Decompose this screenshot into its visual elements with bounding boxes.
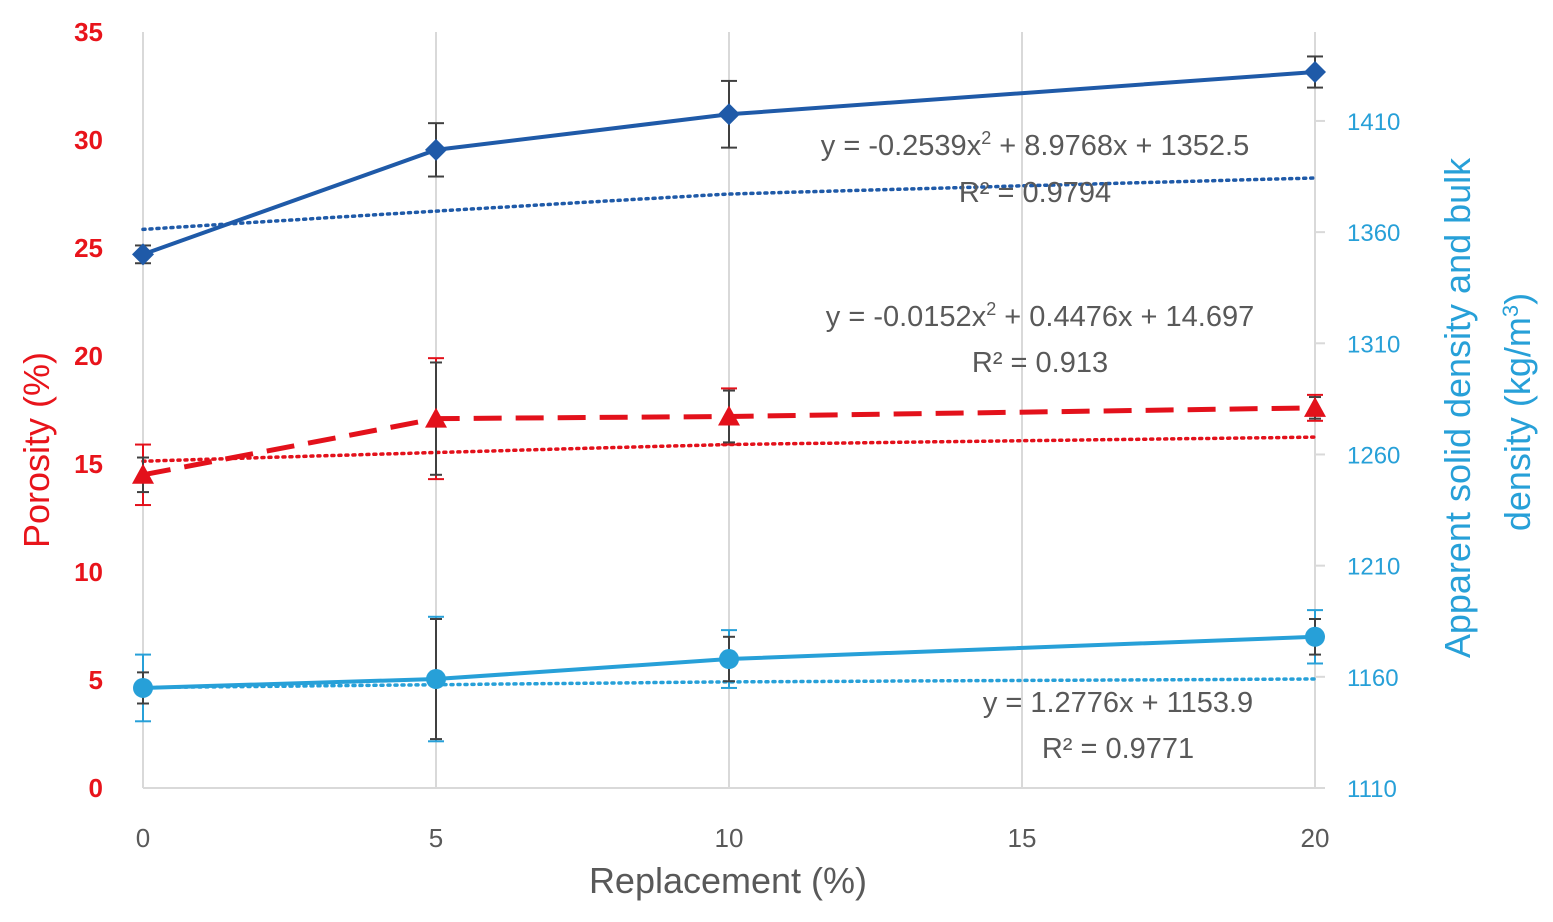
- trendline-apparent-density: [141, 176, 1317, 232]
- marker-porosity-0: [132, 463, 154, 484]
- series-lines: [142, 70, 1316, 690]
- r2-porosity: R² = 0.913: [972, 347, 1108, 379]
- marker-apparent-density-5: [425, 138, 447, 161]
- equation-bulk-density: y = 1.2776x + 1153.9: [983, 687, 1253, 719]
- x-axis-title: Replacement (%): [589, 860, 867, 901]
- y-axis-right-title-line2: density (kg/m3): [1497, 293, 1538, 531]
- r2-bulk-density: R² = 0.9771: [1042, 733, 1194, 765]
- x-tick-label-10: 10: [715, 823, 744, 853]
- marker-apparent-density-10: [718, 103, 740, 126]
- x-tick-label-20: 20: [1301, 823, 1330, 853]
- y-axis-right-title-line1: Apparent solid density and bulk: [1437, 157, 1478, 658]
- y-left-tick-label-25: 25: [74, 233, 103, 263]
- y-left-tick-label-5: 5: [89, 665, 103, 695]
- y-right-tick-label-1260: 1260: [1347, 442, 1400, 469]
- marker-apparent-density-0: [132, 243, 154, 266]
- y-left-tick-label-35: 35: [74, 17, 103, 47]
- line-porosity: [142, 405, 1316, 478]
- marker-bulk-density-10: [719, 649, 739, 670]
- marker-bulk-density-0: [133, 677, 153, 698]
- y-right-tick-label-1360: 1360: [1347, 220, 1400, 247]
- y-right-tick-label-1210: 1210: [1347, 554, 1400, 581]
- y-axis-left-title: Porosity (%): [16, 352, 57, 548]
- y-right-tick-label-1310: 1310: [1347, 331, 1400, 358]
- series-markers: [132, 61, 1326, 698]
- y-left-tick-label-15: 15: [74, 449, 103, 479]
- equation-porosity: y = -0.0152x2 + 0.4476x + 14.697: [826, 299, 1254, 333]
- y-right-tick-label-1160: 1160: [1347, 665, 1399, 692]
- x-tick-label-5: 5: [429, 823, 443, 853]
- y-left-tick-label-20: 20: [74, 341, 103, 371]
- tick-labels: 0 5 10 15 20 0 5 10 15 20 25 30 35 1110 1160 1210 1260 13…: [74, 17, 1400, 853]
- y-right-tick-label-1110: 1110: [1347, 776, 1397, 803]
- trendlines: [141, 176, 1317, 690]
- line-apparent-density: [142, 70, 1316, 257]
- marker-bulk-density-20: [1305, 626, 1325, 647]
- equation-apparent-density: y = -0.2539x2 + 8.9768x + 1352.5: [821, 128, 1249, 162]
- r2-apparent-density: R² = 0.9794: [959, 177, 1111, 209]
- y-left-tick-label-0: 0: [89, 773, 103, 803]
- marker-porosity-20: [1304, 396, 1326, 417]
- marker-porosity-5: [425, 407, 447, 428]
- marker-bulk-density-5: [426, 669, 446, 690]
- marker-apparent-density-20: [1304, 61, 1326, 84]
- x-tick-label-15: 15: [1008, 823, 1037, 853]
- x-tick-label-0: 0: [136, 823, 150, 853]
- y-left-tick-label-10: 10: [74, 557, 103, 587]
- trendline-bulk-density: [141, 677, 1317, 690]
- trendline-porosity: [141, 435, 1317, 463]
- marker-porosity-10: [718, 405, 740, 426]
- y-right-tick-label-1410: 1410: [1347, 109, 1400, 136]
- line-bulk-density: [142, 634, 1316, 690]
- y-left-tick-label-30: 30: [74, 125, 103, 155]
